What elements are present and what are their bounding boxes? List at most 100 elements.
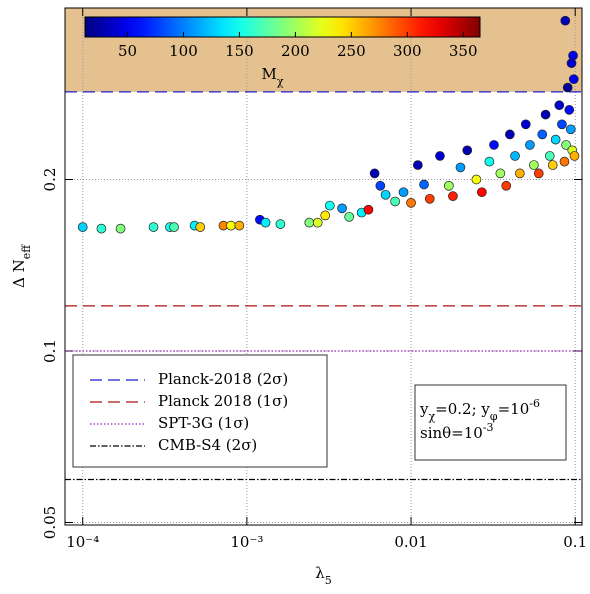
- scatter-point: [448, 191, 458, 201]
- text-part: =0.2; y: [435, 400, 490, 418]
- legend-label: Planck-2018 (2σ): [158, 370, 288, 388]
- scatter-point: [505, 129, 515, 140]
- scatter-point: [148, 222, 159, 232]
- scatter-point: [419, 179, 429, 190]
- x-tick-label: 10⁻³: [230, 533, 263, 551]
- text-part: eff: [20, 244, 33, 260]
- text-part: χ: [277, 75, 284, 88]
- scatter-point: [380, 189, 391, 200]
- colorbar-tick-label: 350: [449, 42, 478, 60]
- legend-label: SPT-3G (1σ): [158, 414, 249, 432]
- scatter-point: [484, 156, 495, 167]
- scatter-point: [561, 140, 571, 150]
- scatter-point: [566, 58, 577, 69]
- x-tick-label: 0.1: [563, 533, 587, 551]
- scatter-point: [533, 168, 544, 179]
- scatter-point: [304, 217, 315, 228]
- annotation-text: sinθ=10-3​: [420, 421, 494, 443]
- colorbar-tick-label: 300: [393, 42, 422, 60]
- scatter-point: [275, 219, 286, 229]
- x-axis-label: λ5​: [315, 564, 332, 587]
- scatter-point: [495, 168, 506, 179]
- y-axis-label: Δ Neff​: [10, 244, 33, 288]
- scatter-point: [520, 119, 531, 130]
- text-part: y: [419, 400, 429, 418]
- scatter-point: [344, 211, 355, 222]
- scatter-point: [169, 222, 179, 232]
- scatter-point: [324, 200, 335, 211]
- colorbar: [84, 16, 481, 38]
- scatter-point: [195, 222, 206, 232]
- scatter-point: [557, 119, 567, 130]
- scatter-point: [115, 223, 126, 234]
- scatter-point: [462, 145, 473, 156]
- scatter-point: [525, 140, 535, 150]
- scatter-point: [77, 222, 88, 232]
- text-part: -3: [483, 421, 494, 434]
- plot-frame: [64, 7, 583, 526]
- scatter-point: [363, 204, 374, 215]
- text-part: M: [261, 65, 276, 83]
- text-part: 5: [325, 574, 332, 587]
- colorbar-tick-label: 100: [169, 42, 198, 60]
- scatter-point: [564, 105, 575, 115]
- colorbar-tick-label: 150: [225, 42, 254, 60]
- legend-label: CMB-S4 (2σ): [158, 436, 257, 454]
- scatter-point: [390, 196, 400, 207]
- colorbar-label: Mχ​: [261, 65, 283, 88]
- text-part: λ: [315, 564, 325, 582]
- scatter-point: [226, 220, 236, 231]
- scatter-point: [501, 180, 512, 191]
- text-part: =10: [498, 400, 530, 418]
- scatter-point: [529, 160, 539, 170]
- colorbar-tick-label: 250: [337, 42, 366, 60]
- text-part: φ: [490, 410, 498, 423]
- scatter-point: [568, 74, 579, 85]
- scatter-point: [234, 220, 245, 231]
- scatter-point: [489, 140, 499, 150]
- scatter-point: [477, 187, 487, 198]
- scatter-point: [444, 180, 454, 191]
- scatter-point: [375, 180, 386, 191]
- x-tick-label: 10⁻⁴: [66, 533, 99, 551]
- colorbar-tick-label: 50: [118, 42, 137, 60]
- scatter-point: [559, 156, 570, 167]
- scatter-point: [406, 197, 416, 208]
- scatter-point: [435, 151, 445, 161]
- scatter-point: [565, 124, 576, 135]
- scatter-point: [537, 129, 548, 140]
- scatter-point: [544, 151, 555, 161]
- scatter-point: [260, 217, 271, 228]
- scatter-point: [554, 100, 565, 111]
- scatter-point: [398, 187, 409, 198]
- scatter-point: [562, 82, 573, 93]
- text-part: Δ N: [10, 259, 28, 288]
- y-tick-label: 0.05: [41, 506, 59, 539]
- annotation-text: yχ​=0.2; yφ​=10-6​: [419, 397, 540, 423]
- scatter-point: [337, 203, 347, 214]
- scatter-point: [560, 15, 571, 26]
- scatter-point: [514, 168, 525, 179]
- scatter-point: [540, 109, 551, 120]
- text-part: χ: [428, 410, 435, 423]
- y-tick-label: 0.1: [41, 339, 59, 363]
- text-part: sinθ=10: [420, 424, 483, 442]
- scatter-point: [312, 217, 323, 228]
- scatter-point: [547, 160, 558, 170]
- x-tick-label: 0.01: [394, 533, 427, 551]
- legend-box: [72, 354, 328, 468]
- scatter-point: [424, 193, 435, 204]
- y-tick-label: 0.2: [41, 168, 59, 192]
- scatter-point: [320, 210, 331, 221]
- scatter-point: [455, 162, 466, 173]
- scatter-point: [569, 151, 580, 161]
- scatter-point: [96, 223, 107, 234]
- scatter-point: [471, 174, 482, 185]
- scatter-point: [412, 160, 423, 170]
- scatter-point: [510, 151, 520, 161]
- text-part: -6: [529, 397, 540, 410]
- scatter-point: [369, 168, 380, 179]
- scatter-point: [550, 134, 561, 145]
- annotation-box: [414, 384, 567, 461]
